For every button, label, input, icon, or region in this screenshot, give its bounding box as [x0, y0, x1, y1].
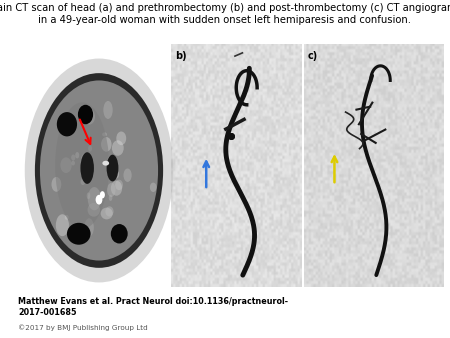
Ellipse shape: [108, 156, 112, 165]
Text: Matthew Evans et al. Pract Neurol doi:10.1136/practneurol-
2017-001685: Matthew Evans et al. Pract Neurol doi:10…: [18, 297, 288, 317]
Ellipse shape: [105, 206, 113, 217]
Ellipse shape: [87, 192, 90, 199]
Ellipse shape: [115, 180, 123, 190]
Ellipse shape: [78, 105, 93, 124]
Ellipse shape: [85, 218, 94, 237]
Ellipse shape: [60, 158, 72, 173]
Ellipse shape: [35, 73, 163, 268]
Ellipse shape: [107, 183, 116, 197]
Ellipse shape: [71, 161, 75, 165]
Text: Plain CT scan of head (a) and prethrombectomy (b) and post-thrombectomy (c) CT a: Plain CT scan of head (a) and prethrombe…: [0, 3, 450, 25]
Ellipse shape: [25, 58, 173, 283]
Ellipse shape: [84, 109, 95, 124]
Ellipse shape: [100, 191, 105, 198]
Ellipse shape: [103, 161, 109, 166]
Text: a): a): [23, 51, 34, 61]
Ellipse shape: [71, 154, 76, 161]
Ellipse shape: [81, 179, 85, 185]
Text: ©2017 by BMJ Publishing Group Ltd: ©2017 by BMJ Publishing Group Ltd: [18, 324, 148, 331]
Ellipse shape: [95, 195, 103, 204]
Ellipse shape: [111, 180, 122, 196]
Ellipse shape: [56, 214, 69, 236]
Ellipse shape: [107, 155, 118, 182]
Ellipse shape: [81, 153, 90, 169]
Ellipse shape: [109, 195, 112, 201]
Ellipse shape: [75, 152, 79, 159]
Ellipse shape: [116, 131, 126, 145]
Ellipse shape: [57, 112, 77, 137]
Ellipse shape: [123, 168, 132, 182]
Ellipse shape: [112, 140, 124, 156]
Ellipse shape: [65, 215, 69, 220]
Ellipse shape: [67, 223, 90, 245]
Ellipse shape: [51, 177, 61, 192]
Ellipse shape: [112, 170, 119, 179]
Ellipse shape: [81, 152, 94, 184]
Text: c): c): [308, 51, 318, 61]
Ellipse shape: [101, 137, 112, 152]
Ellipse shape: [150, 183, 157, 192]
Ellipse shape: [104, 101, 112, 119]
Ellipse shape: [101, 208, 113, 219]
Text: PN: PN: [396, 312, 423, 330]
Ellipse shape: [88, 203, 100, 217]
Ellipse shape: [111, 224, 128, 243]
Ellipse shape: [55, 102, 109, 229]
Ellipse shape: [40, 80, 158, 261]
Ellipse shape: [88, 145, 92, 152]
Ellipse shape: [88, 187, 101, 210]
Ellipse shape: [102, 132, 107, 137]
Text: b): b): [175, 51, 187, 61]
